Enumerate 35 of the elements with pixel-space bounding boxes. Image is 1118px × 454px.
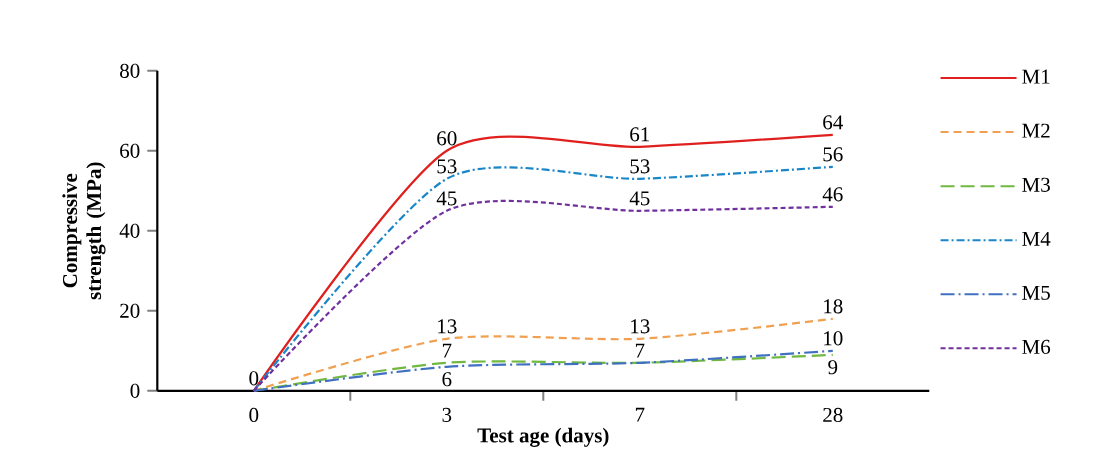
- legend-label: M3: [1022, 177, 1050, 193]
- y-tick-label: 20: [120, 303, 140, 319]
- x-tick-label: 28: [823, 408, 843, 423]
- data-label: 13: [631, 319, 650, 334]
- legend-label: M2: [1022, 123, 1050, 138]
- data-label: 0: [249, 371, 259, 386]
- data-label: 60: [437, 131, 457, 146]
- data-label: 46: [822, 187, 843, 202]
- legend-label: M5: [1022, 286, 1050, 301]
- data-label: 7: [442, 343, 452, 358]
- data-label: 61: [630, 127, 650, 142]
- data-label: 64: [823, 115, 843, 130]
- y-axis-title: Compressive strength (MPa): [62, 162, 106, 300]
- data-label: 56: [823, 147, 843, 162]
- legend-label: M4: [1022, 232, 1051, 246]
- x-tick-label: 3: [442, 408, 452, 423]
- y-tick-label: 40: [119, 223, 140, 239]
- y-tick-label: 0: [130, 383, 140, 399]
- x-axis-title: Test age (days): [477, 427, 609, 448]
- data-label: 45: [436, 191, 457, 206]
- legend-label: M6: [1022, 340, 1051, 355]
- data-label: 7: [635, 343, 645, 358]
- data-label: 9: [828, 360, 838, 375]
- x-tick-label: 7: [635, 408, 645, 422]
- x-tick-label: 0: [249, 408, 259, 423]
- data-label: 6: [442, 372, 452, 387]
- data-label: 53: [630, 159, 650, 174]
- data-label: 53: [437, 159, 457, 174]
- data-label: 13: [438, 319, 457, 334]
- data-label: 10: [824, 331, 843, 346]
- data-label: 18: [824, 299, 843, 314]
- legend-label: M1: [1022, 69, 1050, 84]
- y-tick-label: 80: [120, 63, 140, 79]
- y-tick-label: 60: [120, 143, 140, 159]
- data-label: 45: [629, 191, 650, 206]
